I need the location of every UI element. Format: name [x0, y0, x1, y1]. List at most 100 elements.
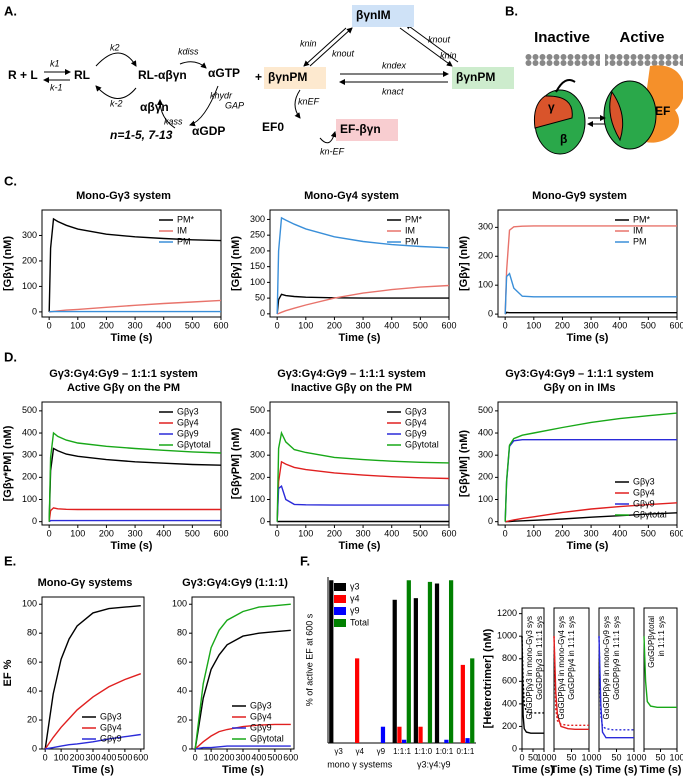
species-label: βγnPM	[456, 70, 495, 84]
bar	[402, 739, 407, 743]
series-line	[504, 272, 677, 315]
series-line	[553, 636, 589, 726]
x-tick-label: 200	[327, 320, 342, 330]
species-label: +	[255, 70, 262, 84]
rate-constant: kn-EF	[320, 146, 345, 156]
x-tick-label: γ9	[377, 747, 386, 756]
x-tick-label: 400	[156, 320, 171, 330]
y-tick-label: 200	[502, 721, 517, 731]
y-tick-label: 250	[250, 230, 265, 240]
x-tick-label: 600	[133, 752, 148, 762]
legend-label: Gβγ3	[250, 700, 272, 710]
x-tick-label: 0	[43, 752, 48, 762]
x-tick-label: 300	[128, 528, 143, 538]
y-tick-label: 200	[478, 251, 493, 261]
bar	[444, 739, 449, 743]
annotation: GαGDPβγ4 in mono-Gγ4 sys	[557, 616, 566, 719]
annotation: GαGDPβγtotal	[647, 616, 656, 668]
x-tick-label: 600	[213, 320, 228, 330]
legend-label: IM	[405, 225, 415, 235]
panel-b-drawing	[525, 52, 683, 155]
y-tick-label: 400	[478, 427, 493, 437]
x-tick-label: 1:0:1	[435, 747, 453, 756]
legend-label: Gβγ9	[405, 428, 427, 438]
plot-frame	[269, 209, 450, 318]
x-axis-title: Time (s)	[111, 540, 153, 552]
species-label: R + L	[8, 68, 38, 82]
y-tick-label: 100	[478, 280, 493, 290]
x-tick-label: 100	[298, 528, 313, 538]
series-line	[195, 745, 291, 750]
series-line	[48, 519, 221, 523]
scheme-arrows	[43, 23, 459, 144]
y-tick-label: 400	[502, 698, 517, 708]
y-tick-label: 100	[478, 494, 493, 504]
x-axis-title: Time (s)	[339, 540, 381, 552]
legend-label: Gβγ3	[405, 406, 427, 416]
x-tick-label: 200	[555, 528, 570, 538]
y-axis-title: [Heterotrimer] (nM)	[482, 628, 494, 728]
x-tick-label: 300	[356, 528, 371, 538]
y-tick-label: 1200	[497, 608, 517, 618]
legend-label: PM	[405, 236, 419, 246]
x-axis-title: Time (s)	[596, 764, 638, 776]
rate-constant: GAP	[225, 100, 244, 110]
x-tick-label: 300	[235, 752, 250, 762]
series-line	[44, 605, 141, 750]
x-tick-label: 0	[503, 528, 508, 538]
x-tick-label: 600	[283, 752, 298, 762]
legend-label: PM	[633, 236, 647, 246]
y-axis-title: [Gβγ] (nM)	[458, 236, 470, 291]
x-tick-label: 0	[275, 528, 280, 538]
series-line	[194, 723, 291, 750]
x-tick-label: 600	[669, 320, 683, 330]
legend-label: PM*	[177, 214, 195, 224]
y-tick-label: 100	[22, 494, 37, 504]
series-line	[277, 284, 450, 315]
bar	[465, 738, 470, 743]
legend-label: PM*	[633, 214, 651, 224]
y-tick-label: 200	[22, 472, 37, 482]
legend-label: Gβγ4	[100, 722, 122, 732]
x-tick-label: 0	[519, 752, 524, 762]
x-tick-label: 600	[441, 320, 456, 330]
x-tick-label: 300	[128, 320, 143, 330]
legend-label: IM	[633, 225, 643, 235]
group-label: mono γ systems	[327, 759, 393, 769]
rate-constant: k1	[50, 58, 60, 68]
bar	[427, 581, 433, 743]
plot-frame	[497, 401, 678, 526]
annotation: GαGDPβγ9 in 1:1:1 sys	[612, 616, 621, 700]
y-axis-title: [Gβγ] (nM)	[2, 236, 14, 291]
x-tick-label: 400	[251, 752, 266, 762]
series-line	[276, 293, 449, 314]
series-line	[276, 216, 450, 314]
species-box	[452, 67, 514, 89]
legend-label: γ3	[350, 581, 360, 591]
bar	[448, 580, 454, 743]
y-tick-label: 1000	[497, 631, 517, 641]
x-tick-label: 100	[70, 320, 85, 330]
legend-label: Gβγ4	[250, 711, 272, 721]
x-tick-label: 0	[641, 752, 646, 762]
legend-label: Gβγ9	[633, 498, 655, 508]
legend-label: Total	[350, 617, 369, 627]
bar	[460, 664, 465, 743]
legend-label: γ9	[350, 605, 360, 615]
y-tick-label: 0	[182, 743, 187, 753]
x-tick-label: 400	[384, 528, 399, 538]
series-line	[44, 673, 142, 750]
x-tick-label: 600	[669, 528, 683, 538]
rate-constant: k-2	[110, 98, 123, 108]
species-label: EF-βγn	[340, 122, 381, 136]
x-tick-label: 400	[101, 752, 116, 762]
legend-swatch	[334, 619, 346, 627]
legend-swatch	[334, 607, 346, 615]
chart-subtitle: Gβγ on in IMs	[543, 382, 615, 394]
y-tick-label: 300	[22, 230, 37, 240]
series-line	[504, 412, 678, 522]
y-tick-label: 80	[27, 628, 37, 638]
bar	[406, 580, 411, 743]
x-tick-label: 50	[655, 752, 665, 762]
y-axis-title: [GβγIM] (nM)	[458, 430, 470, 498]
